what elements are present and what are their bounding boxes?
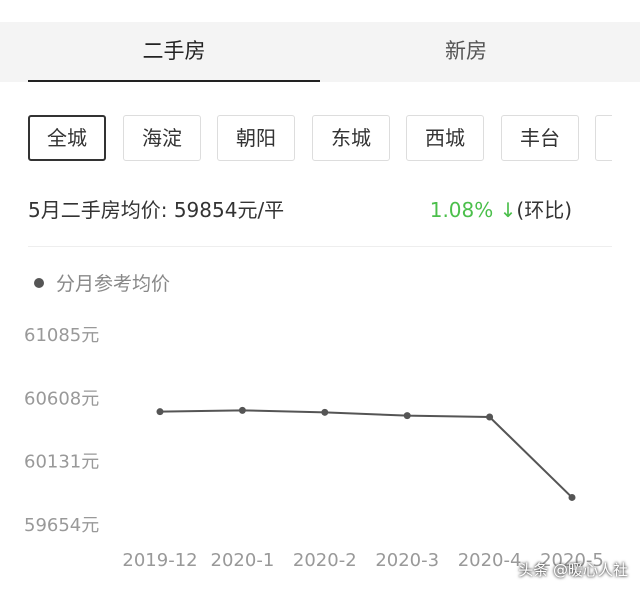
- divider: [28, 246, 612, 247]
- series-line: [159, 409, 573, 499]
- data-point[interactable]: [403, 412, 411, 420]
- data-point[interactable]: [238, 406, 246, 414]
- average-price-row: 5月二手房均价: 59854元/平 1.08% ↓(环比): [28, 190, 612, 230]
- data-point[interactable]: [568, 493, 576, 501]
- x-tick-label: 2019-12: [122, 550, 197, 571]
- district-chip-fengtai[interactable]: 丰台: [501, 115, 579, 161]
- tab-bar: 二手房 新房: [0, 22, 640, 82]
- x-tick-label: 2020-3: [375, 550, 439, 571]
- watermark: 头条 @暖心人社: [518, 561, 628, 579]
- district-chip-xicheng[interactable]: 西城: [406, 115, 484, 161]
- change-suffix: (环比): [516, 198, 572, 222]
- y-axis: 61085元 60608元 60131元 59654元: [24, 325, 99, 536]
- data-point[interactable]: [486, 413, 494, 421]
- change-value: 1.08%: [429, 198, 494, 222]
- x-tick-label: 2020-2: [293, 550, 357, 571]
- district-chip-more[interactable]: [595, 115, 612, 161]
- district-chip-all[interactable]: 全城: [28, 115, 106, 161]
- y-tick-label: 59654元: [24, 515, 99, 536]
- y-tick-label: 60608元: [24, 388, 99, 409]
- x-tick-label: 2020-5: [540, 550, 604, 571]
- legend-label: 分月参考均价: [56, 273, 171, 295]
- district-chip-dongcheng[interactable]: 东城: [312, 115, 390, 161]
- month-over-month-change: 1.08% ↓(环比): [430, 194, 572, 223]
- x-tick-label: 2020-4: [458, 550, 522, 571]
- tab-new-home[interactable]: 新房: [445, 39, 487, 63]
- average-price-label: 5月二手房均价: 59854元/平: [28, 198, 285, 222]
- series-group: [156, 406, 576, 501]
- y-tick-label: 61085元: [24, 325, 99, 346]
- district-chip-chaoyang[interactable]: 朝阳: [217, 115, 295, 161]
- x-tick-label: 2020-1: [211, 550, 275, 571]
- legend-dot-icon: [34, 277, 44, 288]
- district-filter: 全城 海淀 朝阳 东城 西城 丰台: [28, 115, 612, 165]
- tab-second-hand[interactable]: 二手房: [142, 39, 206, 63]
- data-point[interactable]: [321, 408, 329, 416]
- district-chip-haidian[interactable]: 海淀: [123, 115, 201, 161]
- chart-legend: 分月参考均价: [34, 269, 170, 297]
- data-point[interactable]: [156, 408, 164, 416]
- down-arrow-icon: ↓: [499, 198, 517, 222]
- y-tick-label: 60131元: [24, 452, 99, 473]
- x-axis: 2019-12 2020-1 2020-2 2020-3 2020-4 2020-5: [122, 550, 603, 571]
- active-tab-indicator: [28, 80, 320, 82]
